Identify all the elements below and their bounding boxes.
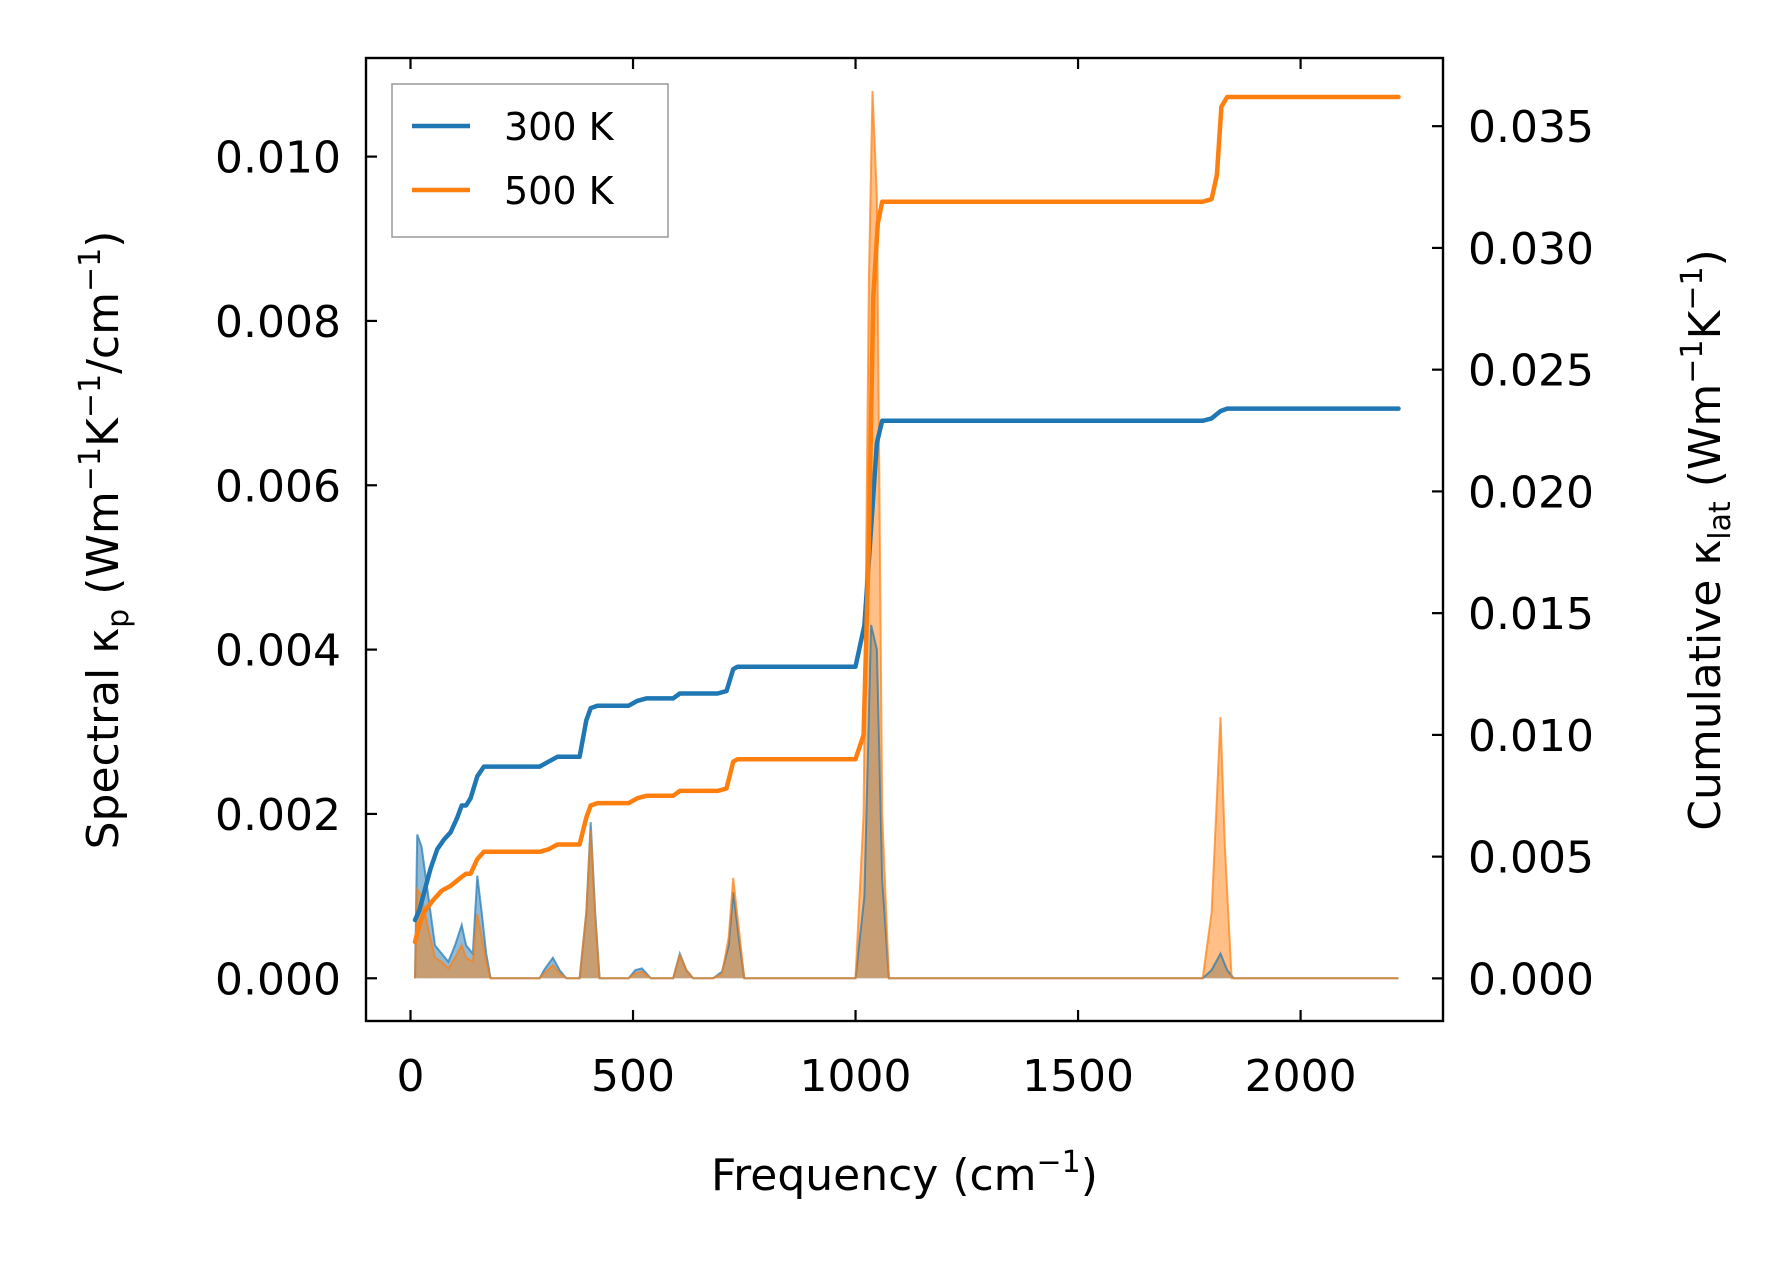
- x-tick-label: 2000: [1245, 1051, 1357, 1102]
- x-tick-label: 500: [591, 1051, 675, 1102]
- y-left-tick-label: 0.006: [215, 461, 341, 512]
- cumulative-line-300k: [412, 406, 1401, 923]
- axis-label-layer: 0 500 1000 1500 2000 0.000 0.002 0.004 0.006 0.00…: [73, 102, 1738, 1201]
- plot-frame: [364, 56, 1445, 1023]
- legend-label: 300 K: [504, 105, 615, 149]
- y-left-axis-label: Spectral κp (Wm−1K−1/cm−1): [73, 231, 136, 850]
- y-right-tick-label: 0.005: [1468, 833, 1594, 884]
- legend-label: 500 K: [504, 169, 615, 213]
- legend-box: [391, 83, 669, 238]
- spectral-line-300k: [414, 624, 1399, 980]
- x-axis-label: Frequency (cm−1): [711, 1145, 1098, 1201]
- cumulative-line-500k: [412, 94, 1401, 945]
- spectral-fill-layer: [414, 90, 1399, 980]
- spectral-area-300k: [415, 625, 1399, 979]
- y-left-tick-label: 0.004: [215, 626, 341, 677]
- y-right-tick-label: 0.000: [1468, 954, 1594, 1005]
- x-tick-label: 0: [397, 1051, 425, 1102]
- spectral-line-500k: [414, 90, 1399, 980]
- y-left-tick-label: 0.000: [215, 954, 341, 1005]
- axis-tick-layer: [366, 58, 1443, 1021]
- x-tick-label: 1500: [1022, 1051, 1134, 1102]
- y-right-tick-label: 0.030: [1468, 224, 1594, 275]
- x-tick-label: 1000: [800, 1051, 912, 1102]
- y-right-tick-label: 0.010: [1468, 711, 1594, 762]
- y-right-tick-label: 0.015: [1468, 589, 1594, 640]
- y-right-tick-label: 0.035: [1468, 102, 1594, 153]
- y-right-tick-label: 0.020: [1468, 467, 1594, 518]
- y-left-tick-label: 0.002: [215, 790, 341, 841]
- series-line-layer: [412, 94, 1401, 945]
- y-left-tick-label: 0.008: [215, 297, 341, 348]
- legend: 300 K 500 K: [391, 83, 669, 238]
- y-left-tick-label: 0.010: [215, 133, 341, 184]
- y-right-tick-label: 0.025: [1468, 346, 1594, 397]
- y-right-axis-label: Cumulative κlat (Wm−1K−1): [1675, 249, 1738, 831]
